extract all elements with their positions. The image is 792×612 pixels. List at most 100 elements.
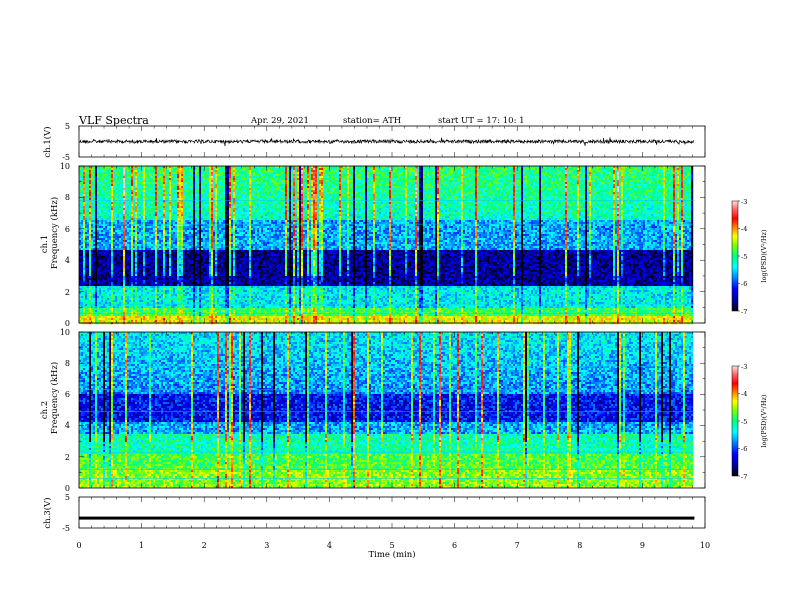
spectrogram-cell [363,172,365,174]
spectrogram-cell [247,174,249,176]
spectrogram-cell [647,170,649,172]
spectrogram-cell [161,172,163,174]
spectrogram-cell [249,168,251,170]
spectrogram-cell [425,168,427,170]
spectrogram-cell [177,172,179,174]
spectrogram-cell [247,168,249,170]
spectrogram-cell [289,170,291,172]
spectrogram-cell [295,172,297,174]
spectrogram-cell [317,168,319,170]
spectrogram-cell [583,168,585,170]
spectrogram-cell [85,174,87,176]
spectrogram-cell [249,174,251,176]
spectrogram-cell [293,172,295,174]
spectrogram-cell [267,170,269,172]
spectrogram-cell [351,172,353,174]
spectrogram-cell [345,172,347,174]
spectrogram-cell [569,172,571,174]
spectrogram-cell [389,172,391,174]
spectrogram-cell [175,172,177,174]
spectrogram-cell [197,172,199,174]
spectrogram-cell [81,172,83,174]
spectrogram-cell [89,172,91,174]
spectrogram-cell [241,170,243,172]
spectrogram-cell [625,170,627,172]
spectrogram-cell [561,170,563,172]
spectrogram-cell [137,172,139,174]
spectrogram-cell [257,168,259,170]
spectrogram-cell [497,174,499,176]
spectrogram-cell [135,168,137,170]
spectrogram-cell [557,172,559,174]
spectrogram-cell [417,168,419,170]
spectrogram-cell [475,172,477,174]
spectrogram-cell [599,170,601,172]
spectrogram-cell [165,172,167,174]
spectrogram-cell [397,170,399,172]
spectrogram-cell [119,174,121,176]
spectrogram-cell [243,168,245,170]
spectrogram-cell [155,168,157,170]
spectrogram-cell [559,168,561,170]
spectrogram-cell [207,172,209,174]
spectrogram-cell [465,170,467,172]
spectrogram-cell [535,168,537,170]
spectrogram-cell [355,170,357,172]
spectrogram-cell [657,170,659,172]
spectrogram-cell [417,170,419,172]
spectrogram-cell [389,174,391,176]
spectrogram-cell [259,174,261,176]
spectrogram-cell [541,172,543,174]
spectrogram-cell [207,168,209,170]
spectrogram-cell [677,172,679,174]
spectrogram-cell [323,168,325,170]
spectrogram-cell [615,168,617,170]
spectrogram-cell [331,170,333,172]
spectrogram-cell [531,170,533,172]
spectrogram-cell [129,174,131,176]
spectrogram-cell [165,170,167,172]
spectrogram-cell [361,170,363,172]
spectrogram-cell [171,170,173,172]
spectrogram-cell [635,170,637,172]
spectrogram-cell [247,172,249,174]
spectrogram-cell [363,168,365,170]
spectrogram-cell [235,170,237,172]
spectrogram-cell [151,172,153,174]
spectrogram-cell [237,174,239,176]
spectrogram-cell [245,174,247,176]
spectrogram-cell [319,168,321,170]
spectrogram-cell [231,172,233,174]
spectrogram-cell [375,172,377,174]
spectrogram-cell [119,172,121,174]
spectrogram-cell [409,172,411,174]
spectrogram-cell [311,168,313,170]
spectrogram-cell [525,168,527,170]
spectrogram-cell [603,172,605,174]
spectrogram-cell [493,170,495,172]
spectrogram-cell [573,168,575,170]
spectrogram-cell [625,168,627,170]
spectrogram-cell [481,174,483,176]
spectrogram-cell [449,174,451,176]
spectrogram-cell [519,172,521,174]
spectrogram-cell [289,172,291,174]
spectrogram-cell [245,170,247,172]
spectrogram-cell [167,170,169,172]
spectrogram-cell [451,172,453,174]
spectrogram-cell [457,170,459,172]
spectrogram-cell [323,172,325,174]
spectrogram-cell [421,170,423,172]
spectrogram-cell [485,172,487,174]
spectrogram-cell [107,170,109,172]
spectrogram-cell [615,170,617,172]
spectrogram-cell [81,168,83,170]
spectrogram-cell [495,172,497,174]
spectrogram-cell [167,174,169,176]
spectrogram-cell [175,170,177,172]
spectrogram-cell [677,170,679,172]
spectrogram-cell [201,168,203,170]
spectrogram-cell [381,170,383,172]
spectrogram-cell [219,174,221,176]
spectrogram-cell [511,168,513,170]
